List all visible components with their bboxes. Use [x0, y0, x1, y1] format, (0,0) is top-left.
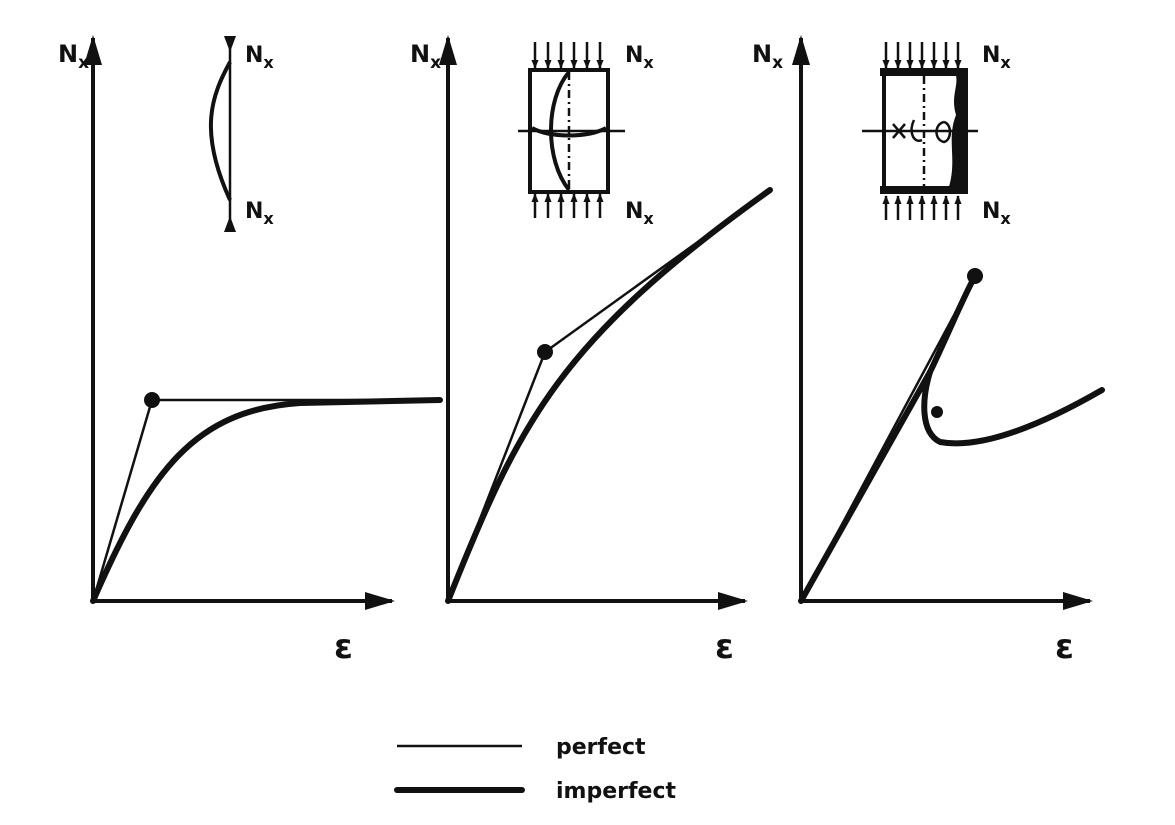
shell-load-label-bottom: Nx: [982, 199, 1011, 228]
shell-load-label-top: Nx: [982, 43, 1011, 72]
imperfect-curve-1: [90, 397, 443, 604]
y-axis-label-3: Nx: [752, 40, 783, 73]
plate-load-label-bottom: Nx: [625, 199, 654, 228]
panel-shell: Nx ε: [752, 35, 1105, 667]
legend-perfect-label: perfect: [556, 735, 646, 760]
shell-sketch: [862, 42, 978, 220]
limit-point-3: [931, 406, 943, 418]
imperfect-curve-3: [798, 273, 1105, 604]
imperfect-curve-2: [445, 187, 773, 604]
bifurcation-point-3: [967, 268, 983, 284]
perfect-curve-2: [446, 188, 771, 602]
bifurcation-point-1: [144, 392, 160, 408]
x-axis-label-1: ε: [334, 627, 353, 667]
plate-sketch: [518, 42, 625, 218]
column-load-label-top: Nx: [245, 43, 274, 72]
column-load-label-bottom: Nx: [245, 199, 274, 228]
legend-imperfect-label: imperfect: [556, 779, 677, 804]
legend: perfect imperfect: [394, 735, 677, 804]
column-sketch: [208, 36, 236, 232]
x-axis-label-3: ε: [1055, 627, 1074, 667]
panel-plate: Nx ε: [410, 35, 773, 667]
x-axis-label-2: ε: [715, 627, 734, 667]
y-axis-label-1: Nx: [58, 40, 89, 73]
plate-load-label-top: Nx: [625, 43, 654, 72]
y-axis-label-2: Nx: [410, 40, 441, 73]
panel-column: Nx ε Nx Nx: [58, 35, 443, 667]
bifurcation-point-2: [537, 344, 553, 360]
